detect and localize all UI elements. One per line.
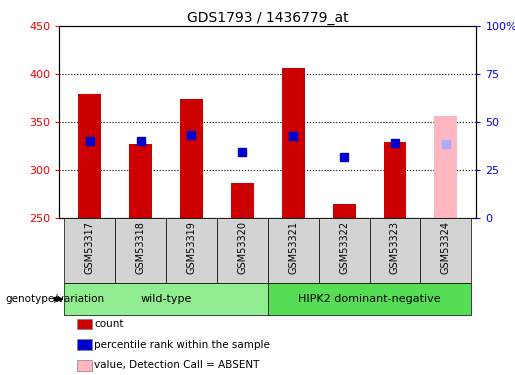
Text: wild-type: wild-type — [141, 294, 192, 304]
Bar — [64, 283, 268, 315]
Text: GSM53317: GSM53317 — [85, 221, 95, 274]
Text: genotype/variation: genotype/variation — [5, 294, 104, 304]
Text: GSM53324: GSM53324 — [441, 221, 451, 274]
Bar — [166, 217, 217, 283]
Bar — [268, 283, 471, 315]
Bar — [319, 217, 370, 283]
Title: GDS1793 / 1436779_at: GDS1793 / 1436779_at — [187, 11, 349, 25]
Text: HIPK2 dominant-negative: HIPK2 dominant-negative — [298, 294, 441, 304]
Bar — [217, 217, 268, 283]
Bar — [231, 183, 254, 218]
Text: value, Detection Call = ABSENT: value, Detection Call = ABSENT — [94, 360, 260, 370]
Text: GSM53322: GSM53322 — [339, 221, 349, 274]
Text: GSM53319: GSM53319 — [186, 221, 197, 274]
Text: GSM53320: GSM53320 — [237, 221, 247, 274]
Bar — [370, 217, 420, 283]
Bar — [115, 217, 166, 283]
Bar — [180, 99, 203, 218]
Bar — [420, 217, 471, 283]
Bar — [435, 116, 457, 218]
Bar — [129, 144, 152, 218]
Bar — [78, 94, 101, 218]
Bar — [384, 142, 406, 218]
Bar — [282, 68, 305, 218]
Text: percentile rank within the sample: percentile rank within the sample — [94, 340, 270, 350]
Text: GSM53323: GSM53323 — [390, 221, 400, 274]
Bar — [333, 204, 355, 218]
Text: count: count — [94, 319, 124, 329]
Bar — [64, 217, 115, 283]
Text: GSM53321: GSM53321 — [288, 221, 298, 274]
Bar — [268, 217, 319, 283]
Text: GSM53318: GSM53318 — [135, 221, 146, 274]
